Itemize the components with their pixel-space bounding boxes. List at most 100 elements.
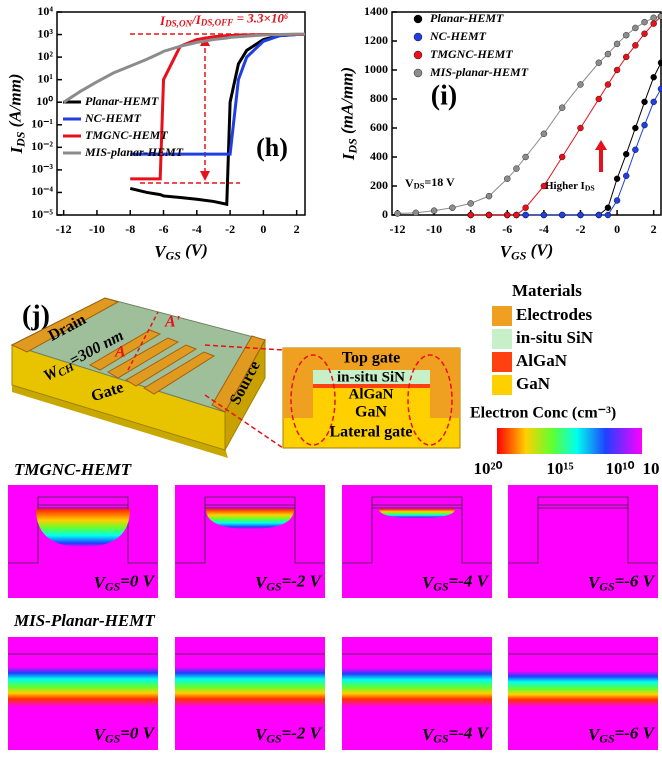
data-point bbox=[642, 31, 648, 37]
lateral-gate bbox=[283, 348, 313, 418]
vgs-label: VGS=-4 V bbox=[422, 723, 490, 745]
data-point bbox=[642, 19, 648, 25]
x-tick-label: -12 bbox=[389, 222, 405, 236]
data-point bbox=[632, 42, 638, 48]
data-point bbox=[513, 166, 519, 172]
text-part: =18 V bbox=[424, 175, 455, 189]
text-part: (V) bbox=[181, 240, 208, 259]
data-point bbox=[523, 205, 529, 211]
subscript: GS bbox=[433, 731, 449, 745]
y-tick-label: 200 bbox=[370, 178, 388, 192]
text-part: (mA/mm) bbox=[337, 67, 356, 138]
panel-label: (j) bbox=[22, 300, 50, 331]
y-tick-label: 1200 bbox=[364, 33, 388, 47]
data-point bbox=[632, 25, 638, 31]
vgs-label: VGS=-6 V bbox=[588, 723, 656, 745]
electron-channel bbox=[175, 667, 325, 707]
data-point bbox=[513, 212, 519, 218]
subscript: GS bbox=[166, 248, 182, 262]
y-tick-label: 10² bbox=[37, 49, 53, 63]
swatch bbox=[492, 352, 512, 372]
subscript: GS bbox=[266, 579, 282, 593]
text-part: =-2 V bbox=[282, 723, 323, 742]
materials-title: Materials bbox=[512, 281, 582, 300]
legend-label: NC-HEMT bbox=[84, 111, 142, 125]
x-tick-label: -6 bbox=[502, 222, 512, 236]
subscript: DS bbox=[345, 138, 359, 155]
vgs-label: VGS=-2 V bbox=[255, 723, 323, 745]
data-point bbox=[658, 86, 662, 92]
layer-label: Top gate bbox=[342, 350, 401, 367]
x-tick-label: -10 bbox=[426, 222, 442, 236]
data-point bbox=[596, 60, 602, 66]
data-point bbox=[623, 151, 629, 157]
data-point bbox=[651, 21, 657, 27]
subscript: GS bbox=[266, 731, 282, 745]
panel-label: (h) bbox=[256, 133, 288, 162]
colorbar-title: Electron Conc (cm⁻³) bbox=[470, 405, 616, 422]
data-point bbox=[523, 154, 529, 160]
y-tick-label: 0 bbox=[382, 207, 388, 221]
electron-channel bbox=[342, 668, 492, 707]
subscript: DS,OFF bbox=[200, 18, 234, 28]
y-tick-label: 10⁻² bbox=[31, 139, 53, 153]
data-point bbox=[642, 99, 648, 105]
legend-label: NC-HEMT bbox=[429, 29, 487, 43]
data-point bbox=[577, 82, 583, 88]
series-line bbox=[471, 63, 661, 215]
y-tick-label: 10¹ bbox=[37, 71, 53, 85]
legend-swatch bbox=[414, 69, 422, 77]
data-point bbox=[614, 67, 620, 73]
x-tick-label: -10 bbox=[89, 222, 105, 236]
data-point bbox=[486, 193, 492, 199]
x-tick-label: -2 bbox=[225, 222, 235, 236]
data-point bbox=[651, 74, 657, 80]
legend-label: MIS-planar-HEMT bbox=[84, 145, 184, 159]
colorbar-label: 10²⁰ bbox=[474, 459, 503, 478]
y-tick-label: 10⁰ bbox=[36, 94, 53, 108]
subscript: DS bbox=[585, 183, 595, 192]
vgs-label: VGS=0 V bbox=[94, 723, 156, 745]
x-axis-label: VGS (V) bbox=[500, 240, 553, 262]
text-part: =0 V bbox=[120, 571, 155, 590]
text-part: (A/mm) bbox=[5, 74, 24, 132]
y-tick-label: 10⁻¹ bbox=[31, 117, 53, 131]
data-point bbox=[605, 82, 611, 88]
data-point bbox=[658, 13, 662, 19]
data-point bbox=[651, 15, 657, 21]
subscript: GS bbox=[105, 731, 121, 745]
y-tick-label: 10³ bbox=[37, 26, 53, 40]
data-point bbox=[559, 105, 565, 111]
legend-label: Planar-HEMT bbox=[430, 11, 504, 25]
subscript: GS bbox=[105, 579, 121, 593]
legend-label: Planar-HEMT bbox=[85, 94, 159, 108]
y-tick-label: 800 bbox=[370, 91, 388, 105]
legend-label: TMGNC-HEMT bbox=[430, 47, 513, 61]
data-point bbox=[541, 212, 547, 218]
x-tick-label: 0 bbox=[614, 222, 620, 236]
data-point bbox=[559, 154, 565, 160]
data-point bbox=[413, 210, 419, 216]
data-point bbox=[642, 122, 648, 128]
data-point bbox=[394, 211, 400, 217]
data-point bbox=[623, 173, 629, 179]
text-part: =-2 V bbox=[282, 571, 323, 590]
arrow-annotation: Higher IDS bbox=[545, 180, 595, 193]
data-point bbox=[596, 212, 602, 218]
data-point bbox=[504, 212, 510, 218]
page: IDS,ON/IDS,OFF = 3.3×10⁶ (h) (i) VDS=18 … bbox=[0, 0, 662, 757]
layer-label: in-situ SiN bbox=[337, 369, 405, 385]
y-tick-label: 1000 bbox=[364, 62, 388, 76]
colorbar-label: 10¹⁵ bbox=[546, 459, 573, 478]
data-point bbox=[651, 99, 657, 105]
layer-label: Lateral gate bbox=[329, 424, 412, 441]
legend-label: TMGNC-HEMT bbox=[85, 128, 168, 142]
x-tick-label: -4 bbox=[539, 222, 549, 236]
data-point bbox=[541, 131, 547, 137]
data-point bbox=[623, 54, 629, 60]
colorbar-label: 10 bbox=[643, 459, 660, 478]
data-point bbox=[577, 212, 583, 218]
data-point bbox=[614, 41, 620, 47]
x-tick-label: 0 bbox=[260, 222, 266, 236]
data-point bbox=[623, 32, 629, 38]
